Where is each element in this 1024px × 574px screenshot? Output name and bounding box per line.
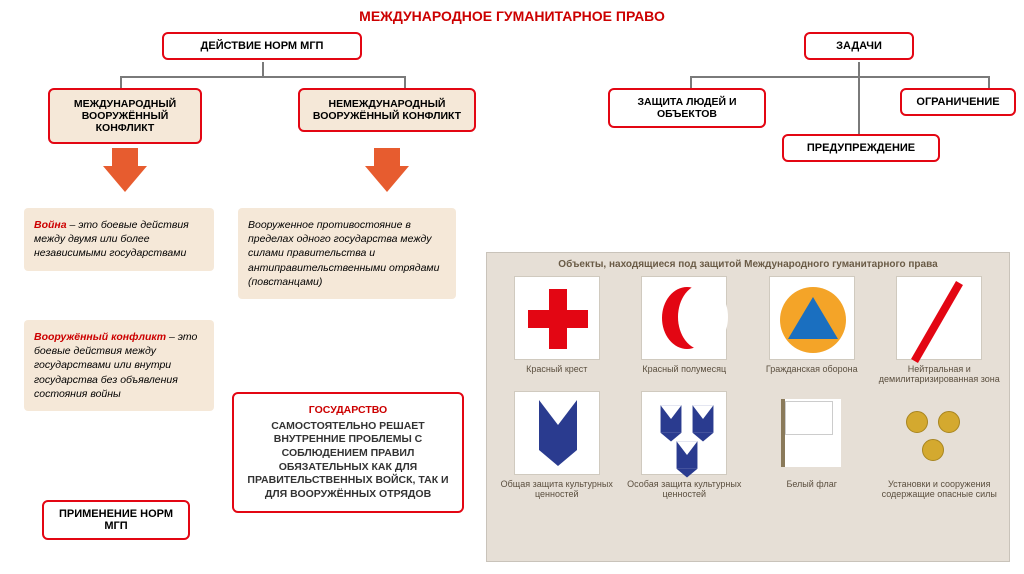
three-dots-icon xyxy=(902,405,978,465)
symbol-label: Красный крест xyxy=(495,364,619,374)
symbol-label: Красный полумесяц xyxy=(623,364,747,374)
connector xyxy=(120,76,406,78)
symbol-red-cross: Красный крест xyxy=(495,276,619,385)
connector xyxy=(858,76,860,134)
symbol-cultural-special: Особая защита культурных ценностей xyxy=(623,391,747,500)
arrow-down-icon xyxy=(374,148,409,192)
conflict-definition: Вооружённый конфликт – это боевые действ… xyxy=(24,320,214,411)
connector xyxy=(690,76,990,78)
conflict-term: Вооружённый конфликт xyxy=(34,331,166,343)
nonintl-conflict-box: НЕМЕЖДУНАРОДНЫЙ ВООРУЖЁННЫЙ КОНФЛИКТ xyxy=(298,88,476,132)
task-prevent: ПРЕДУПРЕЖДЕНИЕ xyxy=(782,134,940,162)
war-definition: Война – это боевые действия между двумя … xyxy=(24,208,214,271)
symbol-label: Белый флаг xyxy=(750,479,874,489)
symbol-label: Установки и сооружения содержащие опасны… xyxy=(878,479,1002,500)
state-head: ГОСУДАРСТВО xyxy=(246,404,450,418)
connector xyxy=(404,76,406,88)
noncf-definition: Вооруженное противостояние в пределах од… xyxy=(238,208,456,299)
symbol-white-flag: Белый флаг xyxy=(750,391,874,500)
connector xyxy=(262,62,264,76)
state-body: САМОСТОЯТЕЛЬНО РЕШАЕТ ВНУТРЕННИЕ ПРОБЛЕМ… xyxy=(246,420,450,502)
apply-norms-box: ПРИМЕНЕНИЕ НОРМ МГП xyxy=(42,500,190,540)
symbol-civil-defense: Гражданская оборона xyxy=(750,276,874,385)
red-crescent-icon xyxy=(662,287,712,349)
task-protect: ЗАЩИТА ЛЮДЕЙ И ОБЪЕКТОВ xyxy=(608,88,766,128)
connector xyxy=(988,76,990,88)
symbol-label: Особая защита культурных ценностей xyxy=(623,479,747,500)
triple-shield-icon xyxy=(654,396,716,472)
shield-icon xyxy=(539,400,577,450)
civil-defense-icon xyxy=(780,287,846,353)
connector xyxy=(120,76,122,88)
war-term: Война xyxy=(34,219,67,231)
symbol-cultural-general: Общая защита культурных ценностей xyxy=(495,391,619,500)
panel-title: Объекты, находящиеся под защитой Междуна… xyxy=(495,259,1001,270)
white-flag-icon xyxy=(781,399,841,467)
protected-objects-panel: Объекты, находящиеся под защитой Междуна… xyxy=(486,252,1010,562)
state-box: ГОСУДАРСТВО САМОСТОЯТЕЛЬНО РЕШАЕТ ВНУТРЕ… xyxy=(232,392,464,513)
symbol-label: Гражданская оборона xyxy=(750,364,874,374)
symbol-label: Нейтральная и демилитаризированная зона xyxy=(878,364,1002,385)
page-title: МЕЖДУНАРОДНОЕ ГУМАНИТАРНОЕ ПРАВО xyxy=(0,0,1024,28)
symbol-neutral-zone: Нейтральная и демилитаризированная зона xyxy=(878,276,1002,385)
norms-header: ДЕЙСТВИЕ НОРМ МГП xyxy=(162,32,362,60)
symbol-red-crescent: Красный полумесяц xyxy=(623,276,747,385)
arrow-down-icon xyxy=(112,148,147,192)
intl-conflict-box: МЕЖДУНАРОДНЫЙ ВООРУЖЁННЫЙ КОНФЛИКТ xyxy=(48,88,202,144)
tasks-header: ЗАДАЧИ xyxy=(804,32,914,60)
task-limit: ОГРАНИЧЕНИЕ xyxy=(900,88,1016,116)
symbol-dangerous-forces: Установки и сооружения содержащие опасны… xyxy=(878,391,1002,500)
symbol-label: Общая защита культурных ценностей xyxy=(495,479,619,500)
neutral-zone-icon xyxy=(905,285,975,353)
connector xyxy=(690,76,692,88)
connector xyxy=(858,62,860,76)
